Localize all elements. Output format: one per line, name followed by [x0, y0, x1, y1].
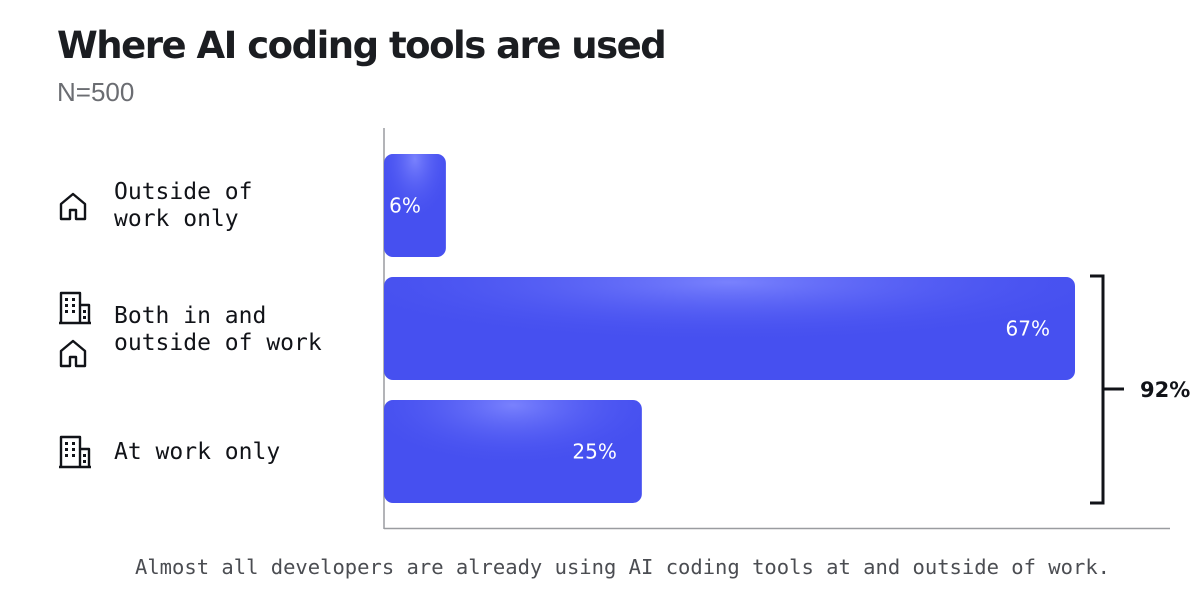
building-icon [59, 291, 91, 325]
house-icon [59, 192, 87, 221]
category-label: Outside of work only [114, 179, 253, 232]
category-at-work-only: At work only [58, 412, 280, 492]
bar-value-label: 6% [389, 194, 421, 218]
chart-subtitle: N=500 [57, 77, 135, 107]
total-bracket-label: 92% [1140, 378, 1190, 402]
bar-value-label: 67% [1006, 317, 1050, 341]
bar-highlight [384, 154, 446, 257]
building-icon [59, 435, 91, 469]
house-icon [59, 339, 87, 368]
bar-highlight [384, 277, 1075, 380]
chart-title: Where AI coding tools are used [57, 24, 667, 67]
category-outside-work-only: Outside of work only [58, 166, 252, 246]
chart-caption: Almost all developers are already using … [134, 555, 1111, 579]
total-bracket: 92% [1090, 274, 1190, 505]
category-label: Both in and outside of work [114, 303, 322, 356]
bar-value-label: 25% [572, 440, 616, 464]
category-both: Both in and outside of work [58, 290, 322, 370]
category-label: At work only [114, 438, 281, 465]
bar-highlight [384, 400, 642, 503]
